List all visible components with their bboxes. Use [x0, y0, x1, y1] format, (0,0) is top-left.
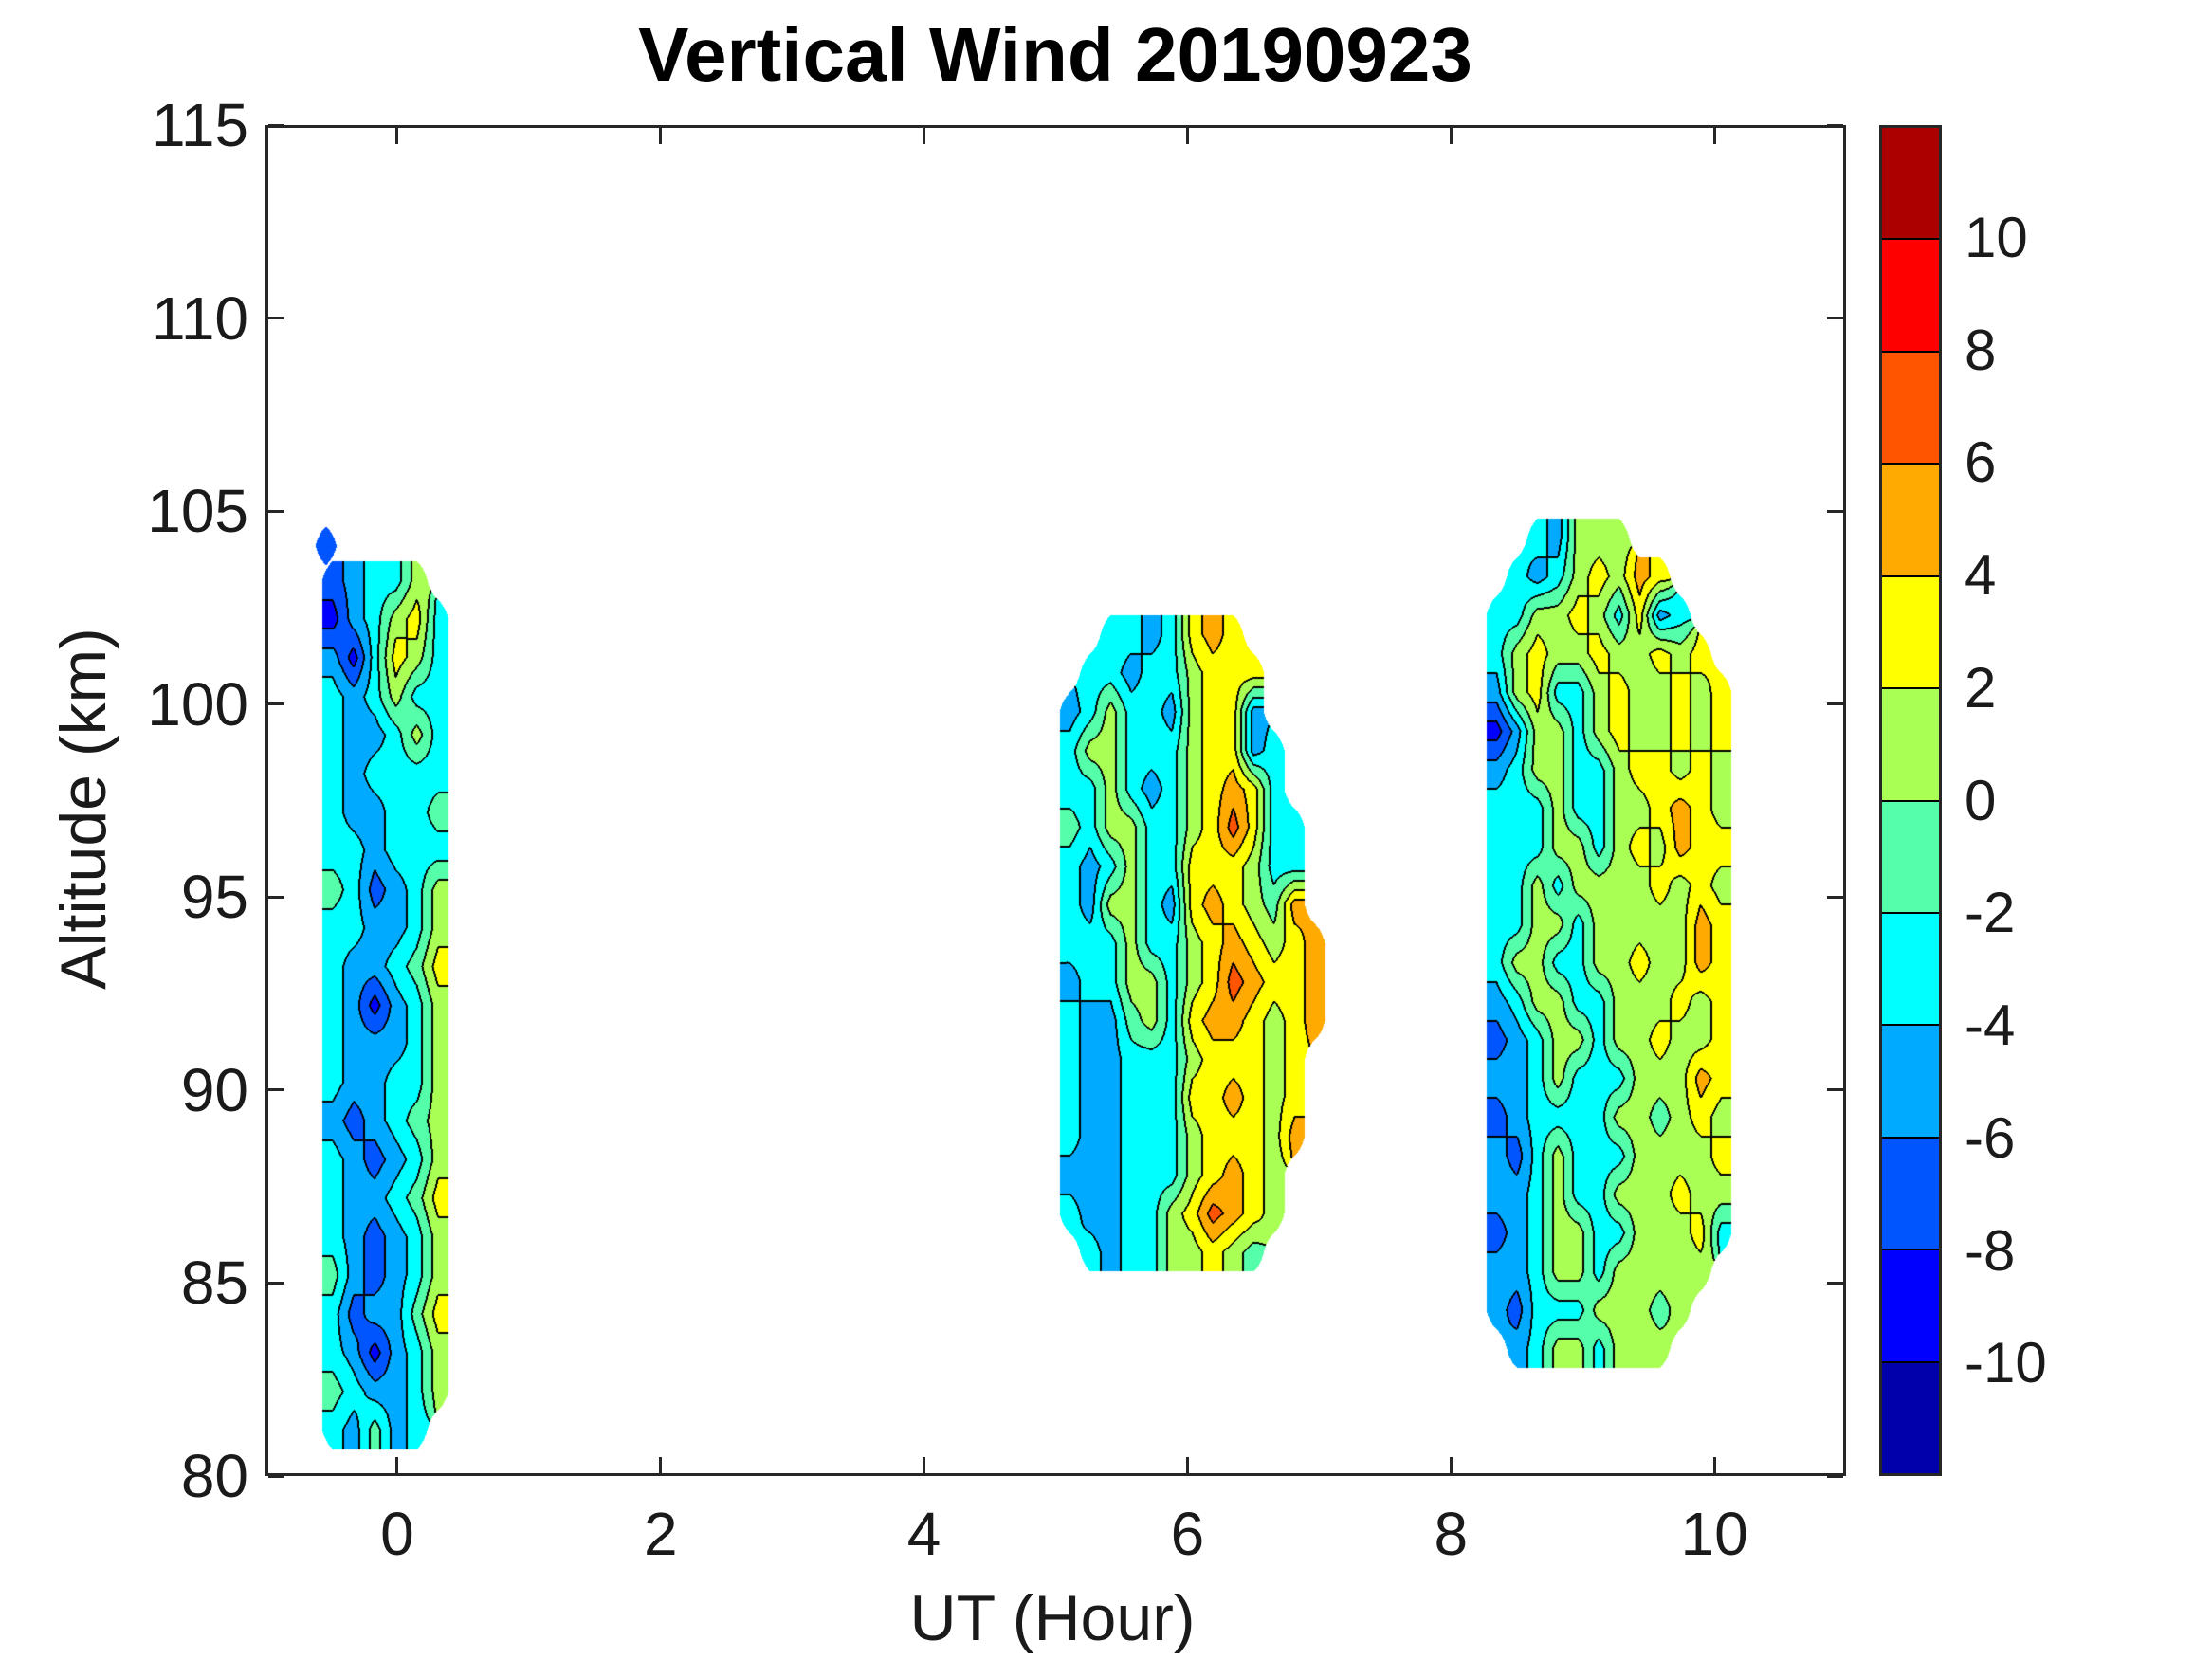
colorbar-band [1882, 687, 1939, 800]
y-axis-label: Altitude (km) [47, 628, 119, 990]
colorbar-band [1882, 1249, 1939, 1361]
colorbar-band [1882, 350, 1939, 464]
y-tick-label: 85 [180, 1249, 248, 1318]
contour-plot-canvas [265, 125, 1846, 1476]
colorbar-tick-label: -10 [1965, 1331, 2047, 1395]
y-tick-label: 105 [147, 477, 248, 546]
colorbar-tick-label: 10 [1965, 205, 2028, 269]
colorbar-band [1882, 911, 1939, 1025]
plot-axes-box [265, 125, 1846, 1476]
x-tick-label: 0 [380, 1500, 414, 1568]
colorbar-tick-label: -8 [1965, 1218, 2016, 1283]
colorbar-band [1882, 574, 1939, 688]
colorbar-band [1882, 1024, 1939, 1137]
colorbar-band [1882, 463, 1939, 575]
colorbar [1879, 125, 1942, 1476]
x-tick-label: 10 [1680, 1500, 1748, 1568]
y-tick-label: 90 [180, 1055, 248, 1124]
colorbar-tick-label: 2 [1965, 655, 1997, 720]
colorbar-band [1882, 1136, 1939, 1249]
colorbar-band [1882, 128, 1939, 239]
x-tick-label: 6 [1170, 1500, 1205, 1568]
colorbar-band [1882, 238, 1939, 351]
x-tick-label: 2 [643, 1500, 678, 1568]
colorbar-band [1882, 1360, 1939, 1474]
colorbar-tick-label: -4 [1965, 994, 2016, 1057]
colorbar-tick-label: -2 [1965, 881, 2016, 945]
colorbar-tick-label: -6 [1965, 1105, 2016, 1170]
colorbar-tick-label: 8 [1965, 318, 1997, 382]
y-tick-label: 80 [180, 1442, 248, 1510]
colorbar-tick-label: 6 [1965, 430, 1997, 495]
y-tick-label: 110 [151, 283, 248, 353]
colorbar-tick-label: 0 [1965, 768, 1997, 832]
chart-title: Vertical Wind 20190923 [638, 12, 1472, 97]
colorbar-tick-label: 4 [1965, 543, 1997, 607]
x-tick-label: 8 [1434, 1500, 1469, 1568]
colorbar-band [1882, 799, 1939, 912]
x-axis-label: UT (Hour) [909, 1582, 1196, 1654]
y-tick-label: 115 [151, 91, 248, 159]
x-tick-label: 4 [906, 1500, 941, 1568]
